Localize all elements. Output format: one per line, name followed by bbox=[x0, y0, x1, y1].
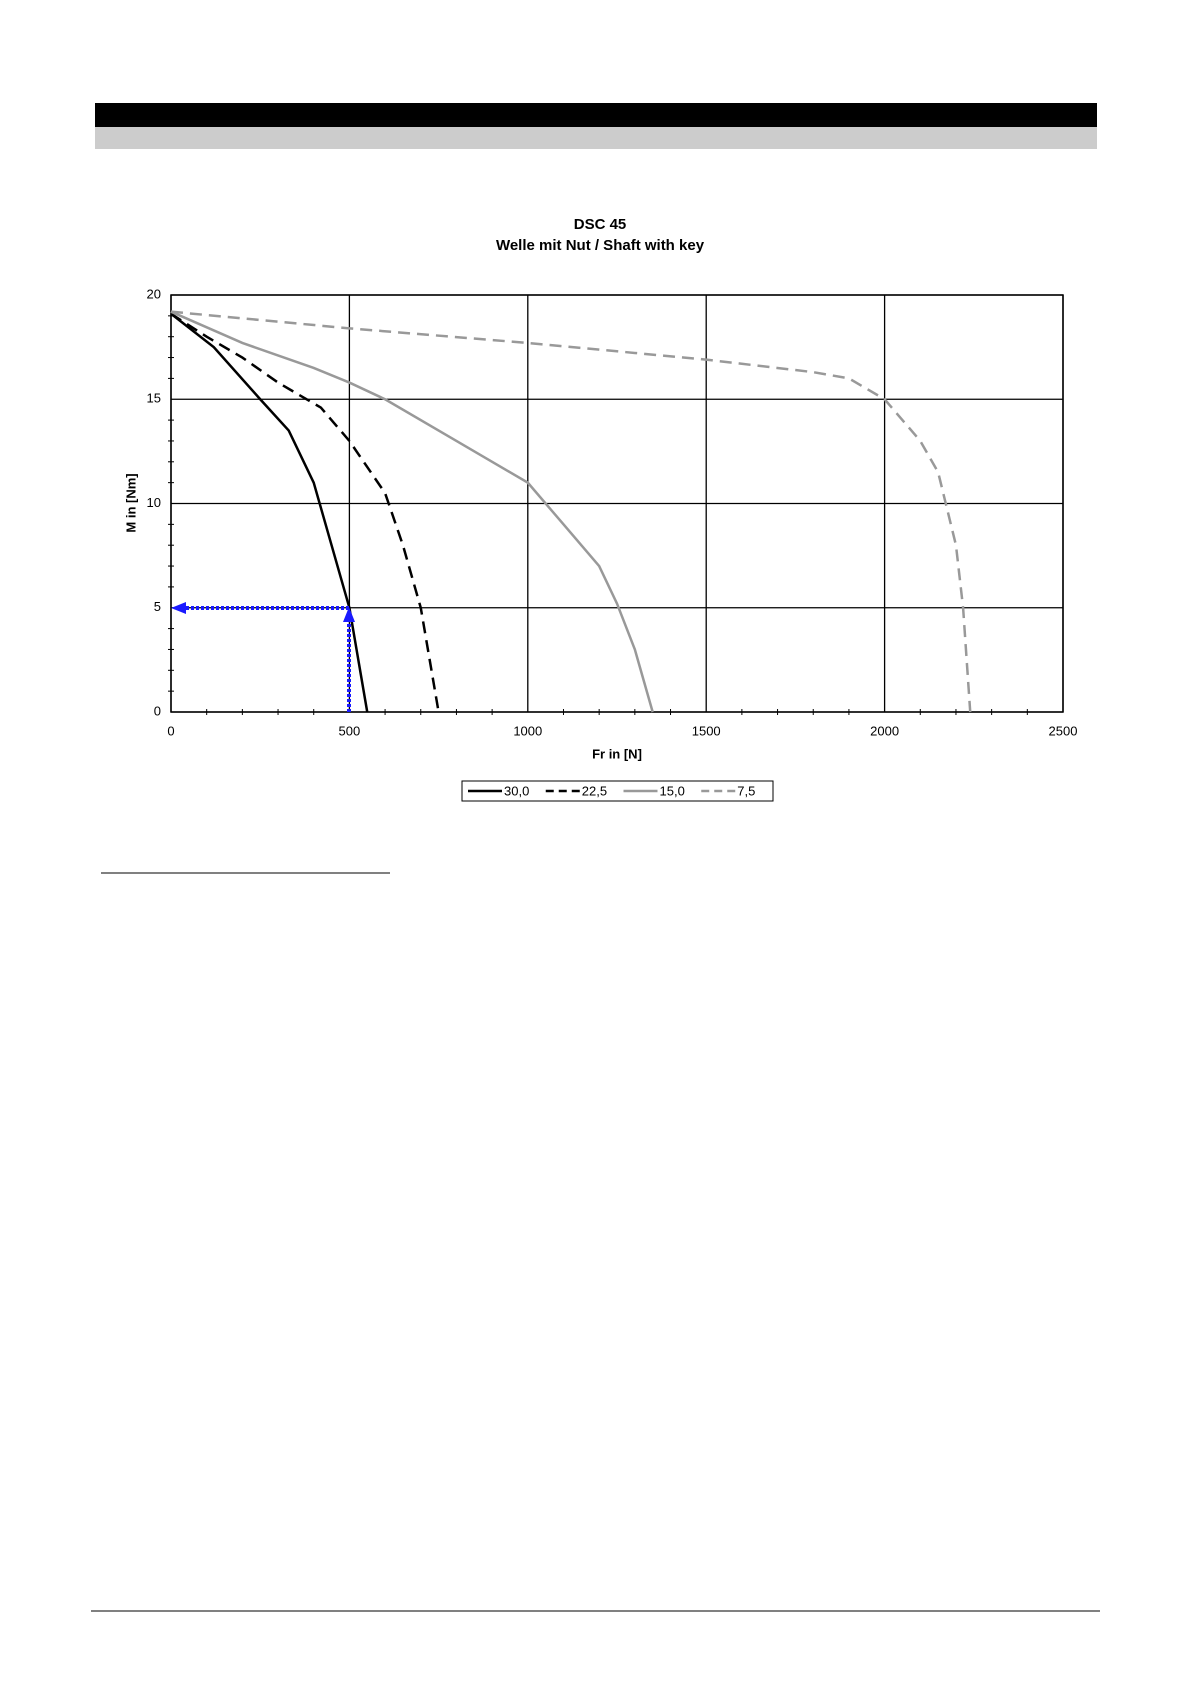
legend-box bbox=[461, 780, 774, 802]
legend-label: 15,0 bbox=[660, 783, 685, 798]
plot: 0 5 10 15 20 0 500 1000 1500 2000 2500 bbox=[147, 286, 1078, 738]
chart-title: DSC 45 bbox=[574, 216, 627, 233]
x-tick-label: 2000 bbox=[870, 723, 899, 738]
series-line bbox=[170, 310, 654, 713]
y-tick-label: 15 bbox=[147, 391, 161, 406]
header-bar bbox=[95, 103, 1097, 127]
y-axis-label: M in [Nm] bbox=[123, 473, 138, 532]
legend-label: 7,5 bbox=[737, 783, 755, 798]
y-tick-label: 20 bbox=[147, 286, 161, 301]
x-axis-label: Fr in [N] bbox=[592, 746, 642, 761]
series-line bbox=[170, 312, 369, 713]
x-tick-label: 0 bbox=[167, 723, 174, 738]
series-line bbox=[170, 310, 972, 713]
x-tick-label: 1500 bbox=[692, 723, 721, 738]
legend-label: 30,0 bbox=[504, 783, 529, 798]
reading-arrows bbox=[184, 606, 351, 712]
x-tick-label: 1000 bbox=[513, 723, 542, 738]
y-tick-label: 0 bbox=[154, 703, 161, 718]
header-subbar bbox=[95, 127, 1097, 149]
arrow-head bbox=[343, 607, 355, 622]
chart-subtitle: Welle mit Nut / Shaft with key bbox=[496, 237, 705, 254]
series-line bbox=[170, 312, 440, 713]
x-tick-label: 2500 bbox=[1049, 723, 1078, 738]
arrow-head bbox=[171, 602, 186, 614]
x-tick-label: 500 bbox=[339, 723, 361, 738]
y-tick-label: 5 bbox=[154, 599, 161, 614]
y-tick-label: 10 bbox=[147, 495, 161, 510]
legend-label: 22,5 bbox=[582, 783, 607, 798]
